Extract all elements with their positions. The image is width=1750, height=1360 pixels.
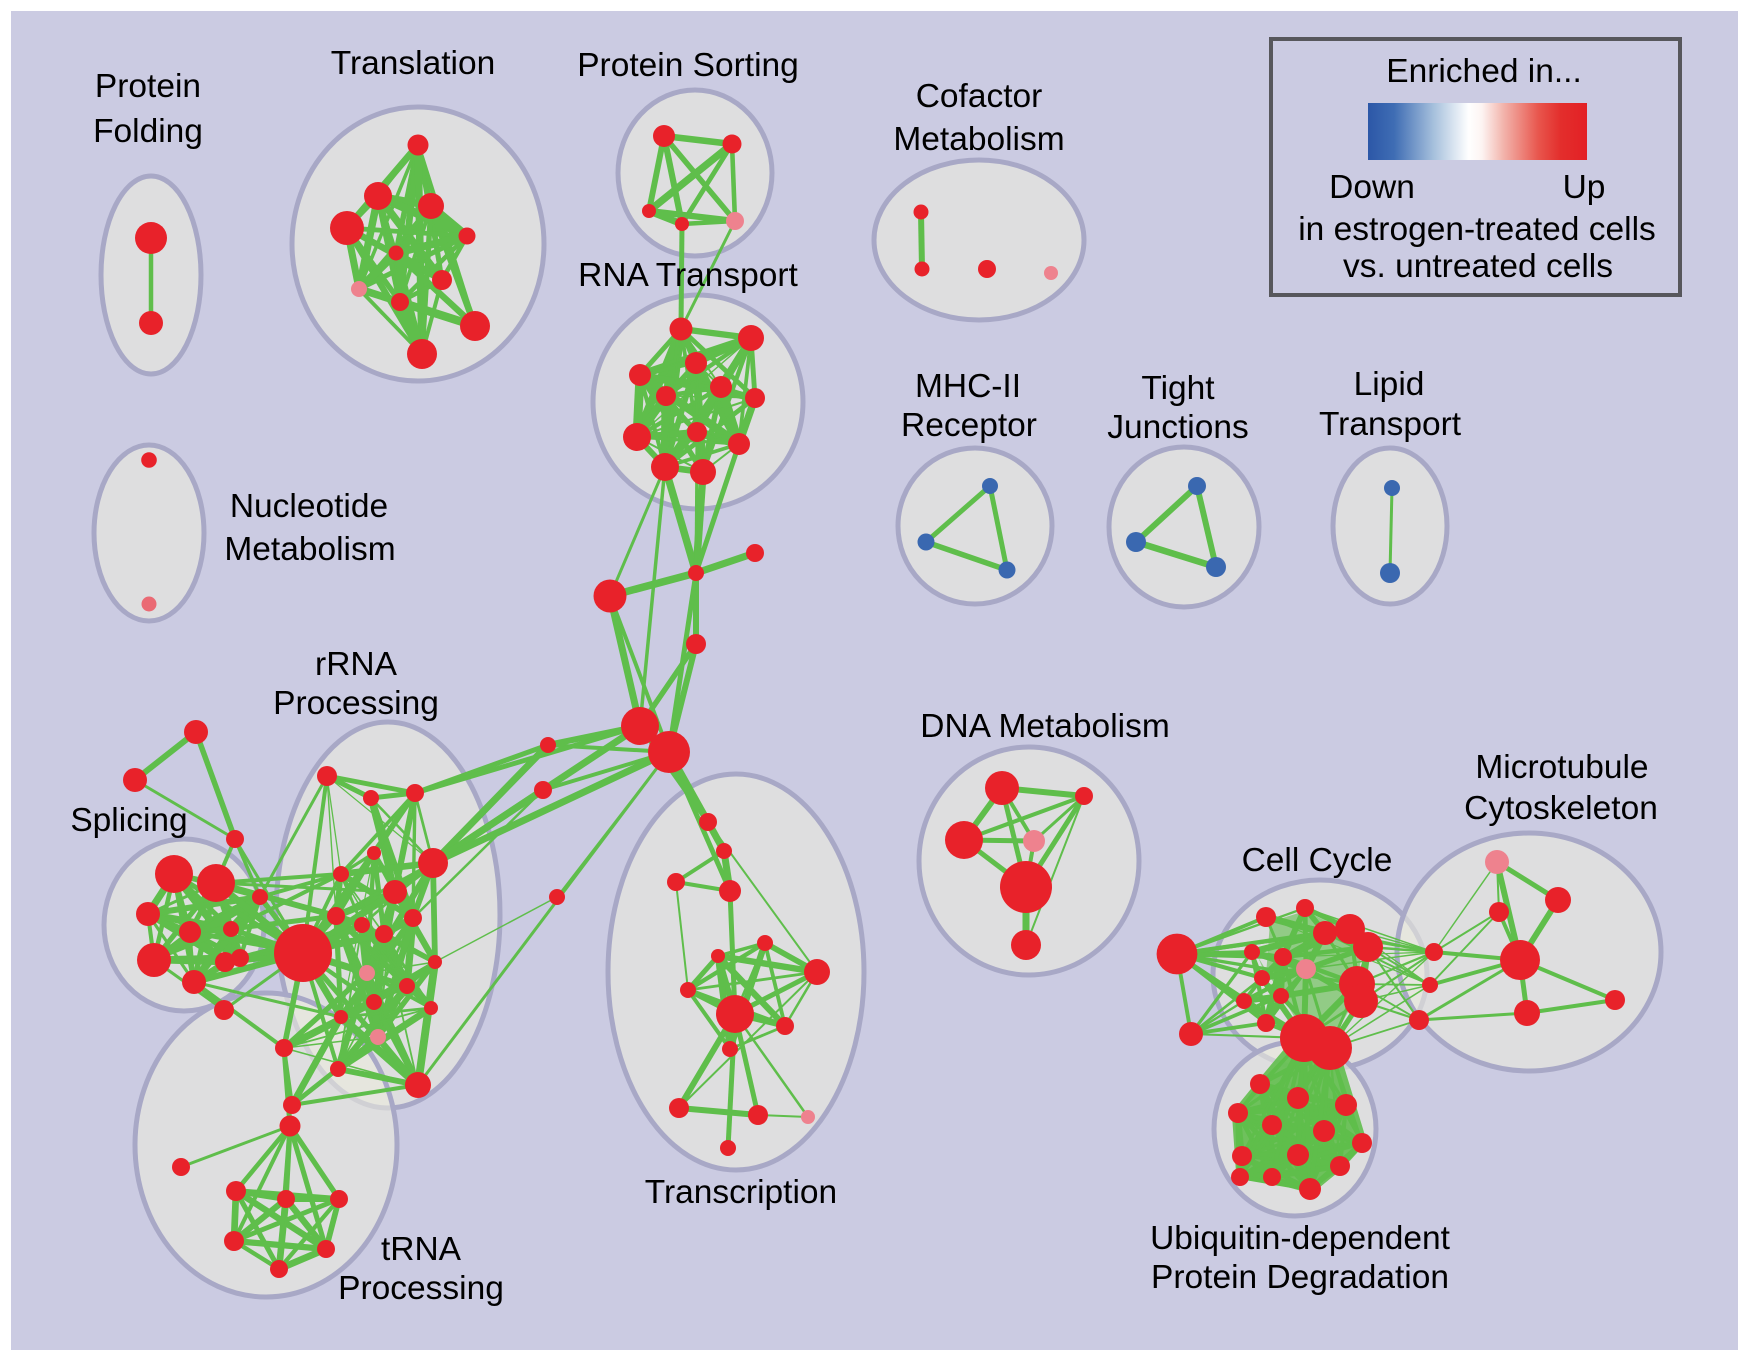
svg-text:Nucleotide: Nucleotide (230, 488, 388, 525)
svg-text:Ubiquitin-dependent: Ubiquitin-dependent (1150, 1220, 1451, 1257)
svg-text:Folding: Folding (93, 113, 203, 150)
svg-text:Cytoskeleton: Cytoskeleton (1464, 790, 1658, 827)
svg-text:Translation: Translation (331, 45, 495, 82)
svg-text:Transcription: Transcription (645, 1174, 837, 1211)
svg-text:Microtubule: Microtubule (1475, 749, 1648, 786)
svg-text:MHC-II: MHC-II (915, 368, 1021, 405)
svg-text:Junctions: Junctions (1107, 409, 1249, 446)
svg-text:in estrogen-treated cells: in estrogen-treated cells (1298, 211, 1656, 248)
svg-text:Cofactor: Cofactor (916, 78, 1043, 115)
svg-text:Splicing: Splicing (70, 802, 187, 839)
svg-text:Down: Down (1329, 169, 1415, 206)
svg-text:Transport: Transport (1319, 406, 1462, 443)
svg-text:Cell Cycle: Cell Cycle (1242, 842, 1393, 879)
svg-text:Metabolism: Metabolism (893, 121, 1064, 158)
svg-text:DNA Metabolism: DNA Metabolism (920, 708, 1169, 745)
svg-text:Lipid: Lipid (1354, 366, 1425, 403)
svg-text:vs. untreated cells: vs. untreated cells (1343, 248, 1613, 285)
svg-text:Up: Up (1563, 169, 1606, 206)
svg-text:Tight: Tight (1141, 370, 1215, 407)
svg-text:Metabolism: Metabolism (224, 531, 395, 568)
svg-text:tRNA: tRNA (381, 1231, 462, 1268)
svg-text:RNA Transport: RNA Transport (578, 257, 798, 294)
svg-text:Protein Degradation: Protein Degradation (1151, 1259, 1449, 1296)
svg-text:Processing: Processing (338, 1270, 504, 1307)
svg-text:Enriched in...: Enriched in... (1386, 53, 1582, 90)
svg-text:Protein Sorting: Protein Sorting (577, 47, 799, 84)
svg-text:Receptor: Receptor (901, 407, 1037, 444)
svg-text:rRNA: rRNA (315, 646, 398, 683)
svg-text:Processing: Processing (273, 685, 439, 722)
svg-text:Protein: Protein (95, 68, 201, 105)
